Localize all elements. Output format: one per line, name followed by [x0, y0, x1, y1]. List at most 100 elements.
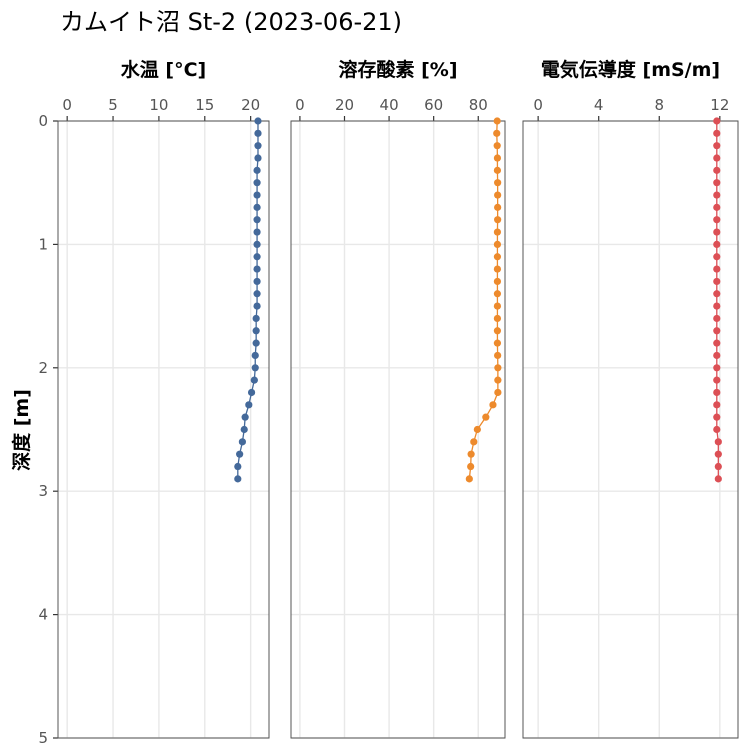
data-point — [253, 166, 261, 174]
data-point — [494, 203, 502, 211]
x-tick-label: 5 — [108, 96, 118, 114]
data-point — [713, 228, 721, 236]
data-point — [713, 314, 721, 323]
data-point — [253, 265, 261, 273]
data-point — [493, 117, 501, 125]
series-line — [237, 121, 259, 479]
chart-title: カムイト沼 St-2 (2023-06-21) — [60, 8, 402, 36]
data-point — [254, 154, 262, 162]
data-point — [254, 117, 262, 125]
data-point — [494, 179, 502, 187]
x-tick-label: 80 — [469, 96, 488, 114]
data-point — [493, 314, 502, 323]
data-point — [253, 277, 261, 286]
data-point — [494, 388, 502, 397]
data-point — [713, 302, 721, 310]
data-point — [494, 351, 502, 360]
y-tick-label: 0 — [38, 112, 48, 130]
data-point — [234, 475, 242, 483]
y-tick-label: 2 — [38, 359, 48, 377]
data-point — [713, 425, 721, 434]
data-point — [494, 376, 502, 384]
data-point — [236, 450, 244, 458]
panel-frame — [522, 120, 739, 739]
data-point — [467, 462, 475, 471]
data-point — [253, 191, 261, 199]
panel-title: 溶存酸素 [%] — [338, 58, 457, 81]
data-point — [714, 450, 722, 458]
data-point — [713, 388, 721, 397]
data-point — [713, 364, 721, 372]
data-point — [713, 401, 721, 409]
data-point — [493, 253, 502, 261]
data-point — [493, 154, 502, 162]
data-point — [713, 376, 721, 384]
data-point — [253, 240, 261, 248]
x-tick-label: 40 — [380, 96, 399, 114]
series-line — [716, 121, 719, 479]
data-point — [493, 228, 502, 236]
data-point — [482, 413, 490, 421]
panel-1: 水温 [°C] 0 5 10 15 20 — [57, 59, 270, 739]
data-point — [713, 327, 721, 335]
x-tick-label: 10 — [149, 96, 168, 114]
x-tick-label: 0 — [533, 96, 543, 114]
data-point — [493, 166, 502, 174]
data-point — [713, 413, 721, 421]
panel-frame — [57, 120, 270, 739]
y-axis: 0 1 2 3 4 5 — [38, 112, 58, 747]
x-tick-label: 15 — [195, 96, 214, 114]
x-tick-label: 0 — [295, 96, 305, 114]
data-point — [493, 129, 501, 137]
data-point — [714, 438, 722, 446]
data-point — [252, 339, 260, 347]
panel-title: 電気伝導度 [mS/m] — [541, 58, 720, 81]
data-point — [493, 302, 502, 310]
y-tick-label: 5 — [38, 729, 48, 747]
data-point — [240, 425, 248, 434]
data-point — [467, 450, 475, 458]
data-point — [253, 228, 261, 236]
data-point — [252, 327, 260, 335]
y-tick-label: 3 — [38, 482, 48, 500]
y-tick-label: 4 — [38, 606, 48, 624]
y-tick-label: 1 — [38, 235, 48, 253]
panel-3: 電気伝導度 [mS/m] 0 4 8 12 — [522, 58, 739, 739]
data-point — [493, 290, 502, 298]
data-point — [494, 216, 502, 224]
x-tick-label: 0 — [62, 96, 72, 114]
data-point — [253, 290, 261, 298]
data-point — [713, 154, 721, 162]
data-point — [713, 290, 721, 298]
data-point — [250, 376, 258, 384]
data-point — [254, 142, 262, 150]
panel-2: 溶存酸素 [%] 0 20 40 60 80 — [290, 58, 506, 739]
y-axis-label: 深度 [m] — [10, 389, 33, 471]
data-point — [493, 142, 501, 150]
data-point — [489, 401, 497, 409]
data-point — [713, 216, 721, 224]
data-point — [713, 203, 721, 211]
data-point — [713, 117, 721, 125]
data-point — [493, 265, 502, 273]
data-point — [493, 240, 502, 248]
data-point — [713, 129, 721, 137]
data-point — [465, 475, 473, 483]
data-point — [493, 327, 502, 335]
x-tick-label: 4 — [594, 96, 604, 114]
data-point — [713, 191, 721, 199]
data-point — [241, 413, 249, 421]
data-point — [253, 179, 261, 187]
data-point — [253, 253, 261, 261]
data-point — [251, 351, 259, 360]
x-tick-label: 12 — [710, 96, 729, 114]
data-point — [253, 216, 261, 224]
data-point — [713, 240, 721, 248]
data-point — [470, 438, 478, 446]
data-point — [713, 142, 721, 150]
data-point — [713, 253, 721, 261]
data-point — [713, 351, 721, 360]
data-point — [713, 179, 721, 187]
data-point — [493, 277, 502, 286]
data-point — [254, 129, 262, 137]
